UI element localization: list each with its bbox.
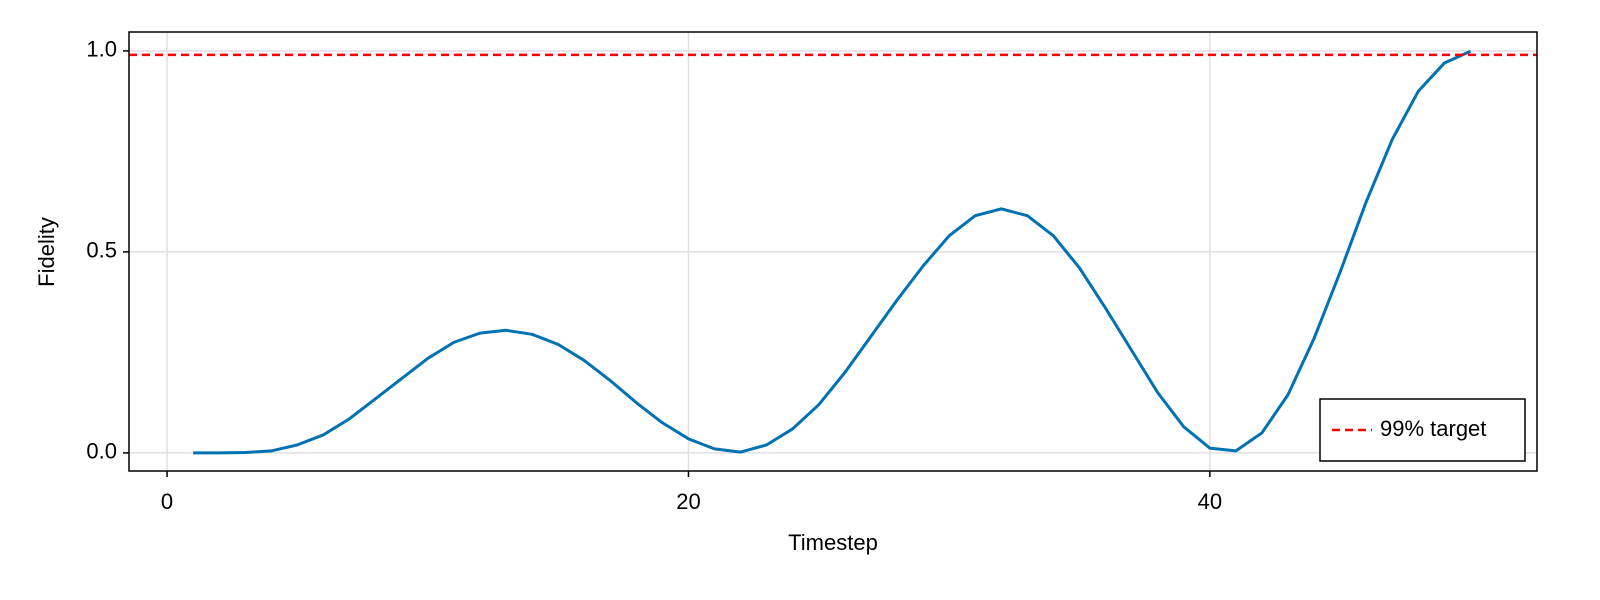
x-tick-label: 40 xyxy=(1198,489,1222,514)
y-axis-label: Fidelity xyxy=(34,217,59,287)
x-tick-label: 0 xyxy=(161,489,173,514)
legend-box xyxy=(1319,398,1526,462)
x-tick-label: 20 xyxy=(676,489,700,514)
y-tick-label: 1.0 xyxy=(86,37,117,62)
legend-label: 99% target xyxy=(1380,416,1486,441)
y-tick-label: 0.0 xyxy=(86,439,117,464)
x-axis-label: Timestep xyxy=(788,530,878,555)
data-line xyxy=(193,49,1472,455)
y-tick-label: 0.5 xyxy=(86,238,117,263)
plot-frame xyxy=(128,31,1538,472)
